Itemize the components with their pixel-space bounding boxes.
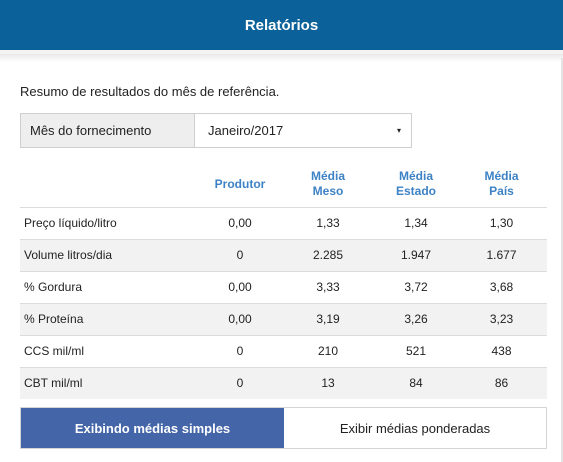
cell-estado: 3,26 [376,302,456,335]
cell-produtor: 0 [200,334,280,367]
header-shadow [0,54,563,62]
table-row: CCS mil/ml 0 210 521 438 [20,334,547,367]
cell-estado: 1.947 [376,238,456,271]
row-label: % Proteína [20,302,200,335]
header-produtor: Produtor [214,176,266,191]
cell-estado: 521 [376,334,456,367]
cell-pais: 86 [456,366,547,399]
row-label: CBT mil/ml [20,366,200,399]
results-table: Produtor Média Meso Média Estado Média P… [20,162,547,399]
average-type-toggle: Exibindo médias simples Exibir médias po… [20,407,547,449]
header-media-meso: Média Meso [280,162,376,207]
cell-estado: 84 [376,366,456,399]
cell-pais: 1.677 [456,238,547,271]
table-header-row: Produtor Média Meso Média Estado Média P… [20,162,547,207]
caret-down-icon: ▾ [396,126,401,135]
cell-meso: 13 [280,366,376,399]
cell-estado: 1,34 [376,206,456,239]
cell-meso: 3,33 [280,270,376,303]
header-media-estado-text: Média Estado [395,169,436,199]
cell-meso: 3,19 [280,302,376,335]
cell-produtor: 0 [200,366,280,399]
table-row: % Gordura 0,00 3,33 3,72 3,68 [20,270,547,303]
table-row: % Proteína 0,00 3,19 3,26 3,23 [20,302,547,335]
table-row: Preço líquido/litro 0,00 1,33 1,34 1,30 [20,206,547,239]
header-media-meso-text: Média Meso [310,169,345,199]
cell-estado: 3,72 [376,270,456,303]
cell-pais: 3,23 [456,302,547,335]
table-row: Volume litros/dia 0 2.285 1.947 1.677 [20,238,547,271]
row-label: % Gordura [20,270,200,303]
cell-pais: 1,30 [456,206,547,239]
cell-produtor: 0,00 [200,270,280,303]
cell-produtor: 0 [200,238,280,271]
cell-pais: 438 [456,334,547,367]
month-selected-value: Janeiro/2017 [208,123,284,138]
header-empty [20,162,200,207]
header-media-estado: Média Estado [376,162,456,207]
page-title: Relatórios [244,16,319,34]
panel-border [561,58,563,462]
month-select[interactable]: Janeiro/2017 ▾ [195,114,411,147]
page-header: Relatórios [0,0,563,54]
cell-produtor: 0,00 [200,206,280,239]
month-label: Mês do fornecimento [21,114,195,147]
cell-meso: 1,33 [280,206,376,239]
intro-text: Resumo de resultados do mês de referênci… [20,84,280,99]
cell-meso: 210 [280,334,376,367]
header-media-pais-text: Média País [484,169,519,199]
row-label: CCS mil/ml [20,334,200,367]
header-media-pais: Média País [456,162,547,207]
cell-produtor: 0,00 [200,302,280,335]
month-selector: Mês do fornecimento Janeiro/2017 ▾ [20,113,412,148]
weighted-averages-button[interactable]: Exibir médias ponderadas [284,408,546,448]
simple-averages-button[interactable]: Exibindo médias simples [21,408,284,448]
cell-meso: 2.285 [280,238,376,271]
table-row: CBT mil/ml 0 13 84 86 [20,366,547,399]
row-label: Preço líquido/litro [20,206,200,239]
row-label: Volume litros/dia [20,238,200,271]
cell-pais: 3,68 [456,270,547,303]
